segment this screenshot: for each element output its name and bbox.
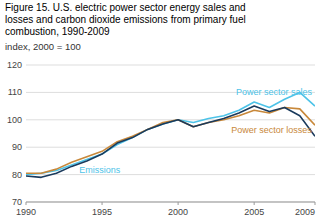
series-line [26, 92, 315, 174]
annotation: Power sector sales [236, 87, 313, 97]
x-tick-label: 2009 [295, 207, 315, 217]
x-tick [102, 202, 103, 205]
y-tick-label: 70 [12, 197, 22, 207]
title: losses and carbon dioxide emissions from… [5, 14, 246, 25]
x-tick-label: 1995 [92, 207, 112, 217]
x-tick [254, 202, 255, 205]
x-tick-label: 1990 [16, 207, 36, 217]
y-tick-label: 80 [12, 170, 22, 180]
title: combustion, 1990-2009 [5, 26, 110, 37]
plot-area [26, 92, 315, 177]
x-tick-label: 2000 [168, 207, 188, 217]
y-tick-label: 120 [7, 60, 22, 70]
annotation: Emissions [79, 165, 121, 175]
series-line [26, 107, 315, 173]
x-tick-label: 2005 [244, 207, 264, 217]
annotation: Power sector losses [231, 125, 312, 135]
grid-line [26, 119, 315, 120]
x-tick [315, 202, 316, 205]
grid-line [26, 65, 315, 66]
x-tick [26, 202, 27, 205]
grid-line [26, 147, 315, 148]
title: Figure 15. U.S. electric power sector en… [5, 2, 246, 13]
series-line [26, 106, 315, 177]
y-tick-label: 100 [7, 115, 22, 125]
chart: Figure 15. U.S. electric power sector en… [0, 0, 323, 221]
subtitle: index, 2000 = 100 [5, 41, 81, 52]
x-axis [26, 202, 315, 203]
grid-line [26, 174, 315, 175]
y-tick-label: 90 [12, 142, 22, 152]
x-tick [178, 202, 179, 205]
grid-line [26, 202, 315, 203]
y-tick-label: 110 [8, 87, 22, 97]
